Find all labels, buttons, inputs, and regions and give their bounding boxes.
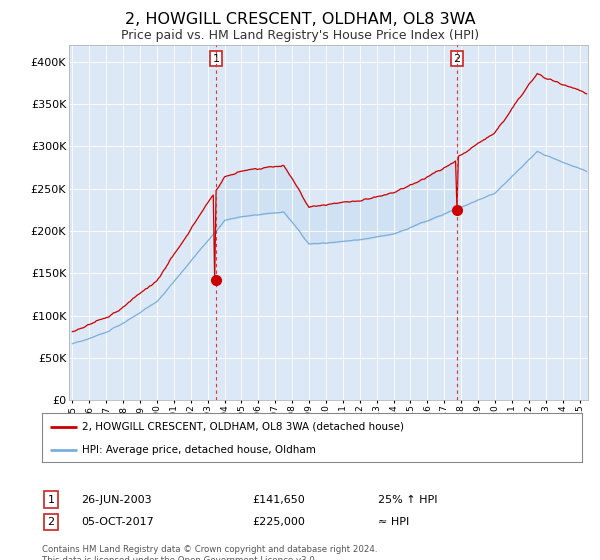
Text: Price paid vs. HM Land Registry's House Price Index (HPI): Price paid vs. HM Land Registry's House … [121, 29, 479, 42]
Text: £141,650: £141,650 [252, 494, 305, 505]
Text: HPI: Average price, detached house, Oldham: HPI: Average price, detached house, Oldh… [83, 445, 316, 455]
Text: 1: 1 [47, 494, 55, 505]
Text: 1: 1 [212, 54, 220, 64]
Text: Contains HM Land Registry data © Crown copyright and database right 2024.
This d: Contains HM Land Registry data © Crown c… [42, 545, 377, 560]
Text: £225,000: £225,000 [252, 517, 305, 527]
Text: ≈ HPI: ≈ HPI [378, 517, 409, 527]
Text: 25% ↑ HPI: 25% ↑ HPI [378, 494, 437, 505]
Text: 2, HOWGILL CRESCENT, OLDHAM, OL8 3WA (detached house): 2, HOWGILL CRESCENT, OLDHAM, OL8 3WA (de… [83, 422, 404, 432]
Text: 2, HOWGILL CRESCENT, OLDHAM, OL8 3WA: 2, HOWGILL CRESCENT, OLDHAM, OL8 3WA [125, 12, 475, 27]
Text: 2: 2 [47, 517, 55, 527]
Text: 26-JUN-2003: 26-JUN-2003 [81, 494, 152, 505]
Text: 2: 2 [454, 54, 461, 64]
Text: 05-OCT-2017: 05-OCT-2017 [81, 517, 154, 527]
